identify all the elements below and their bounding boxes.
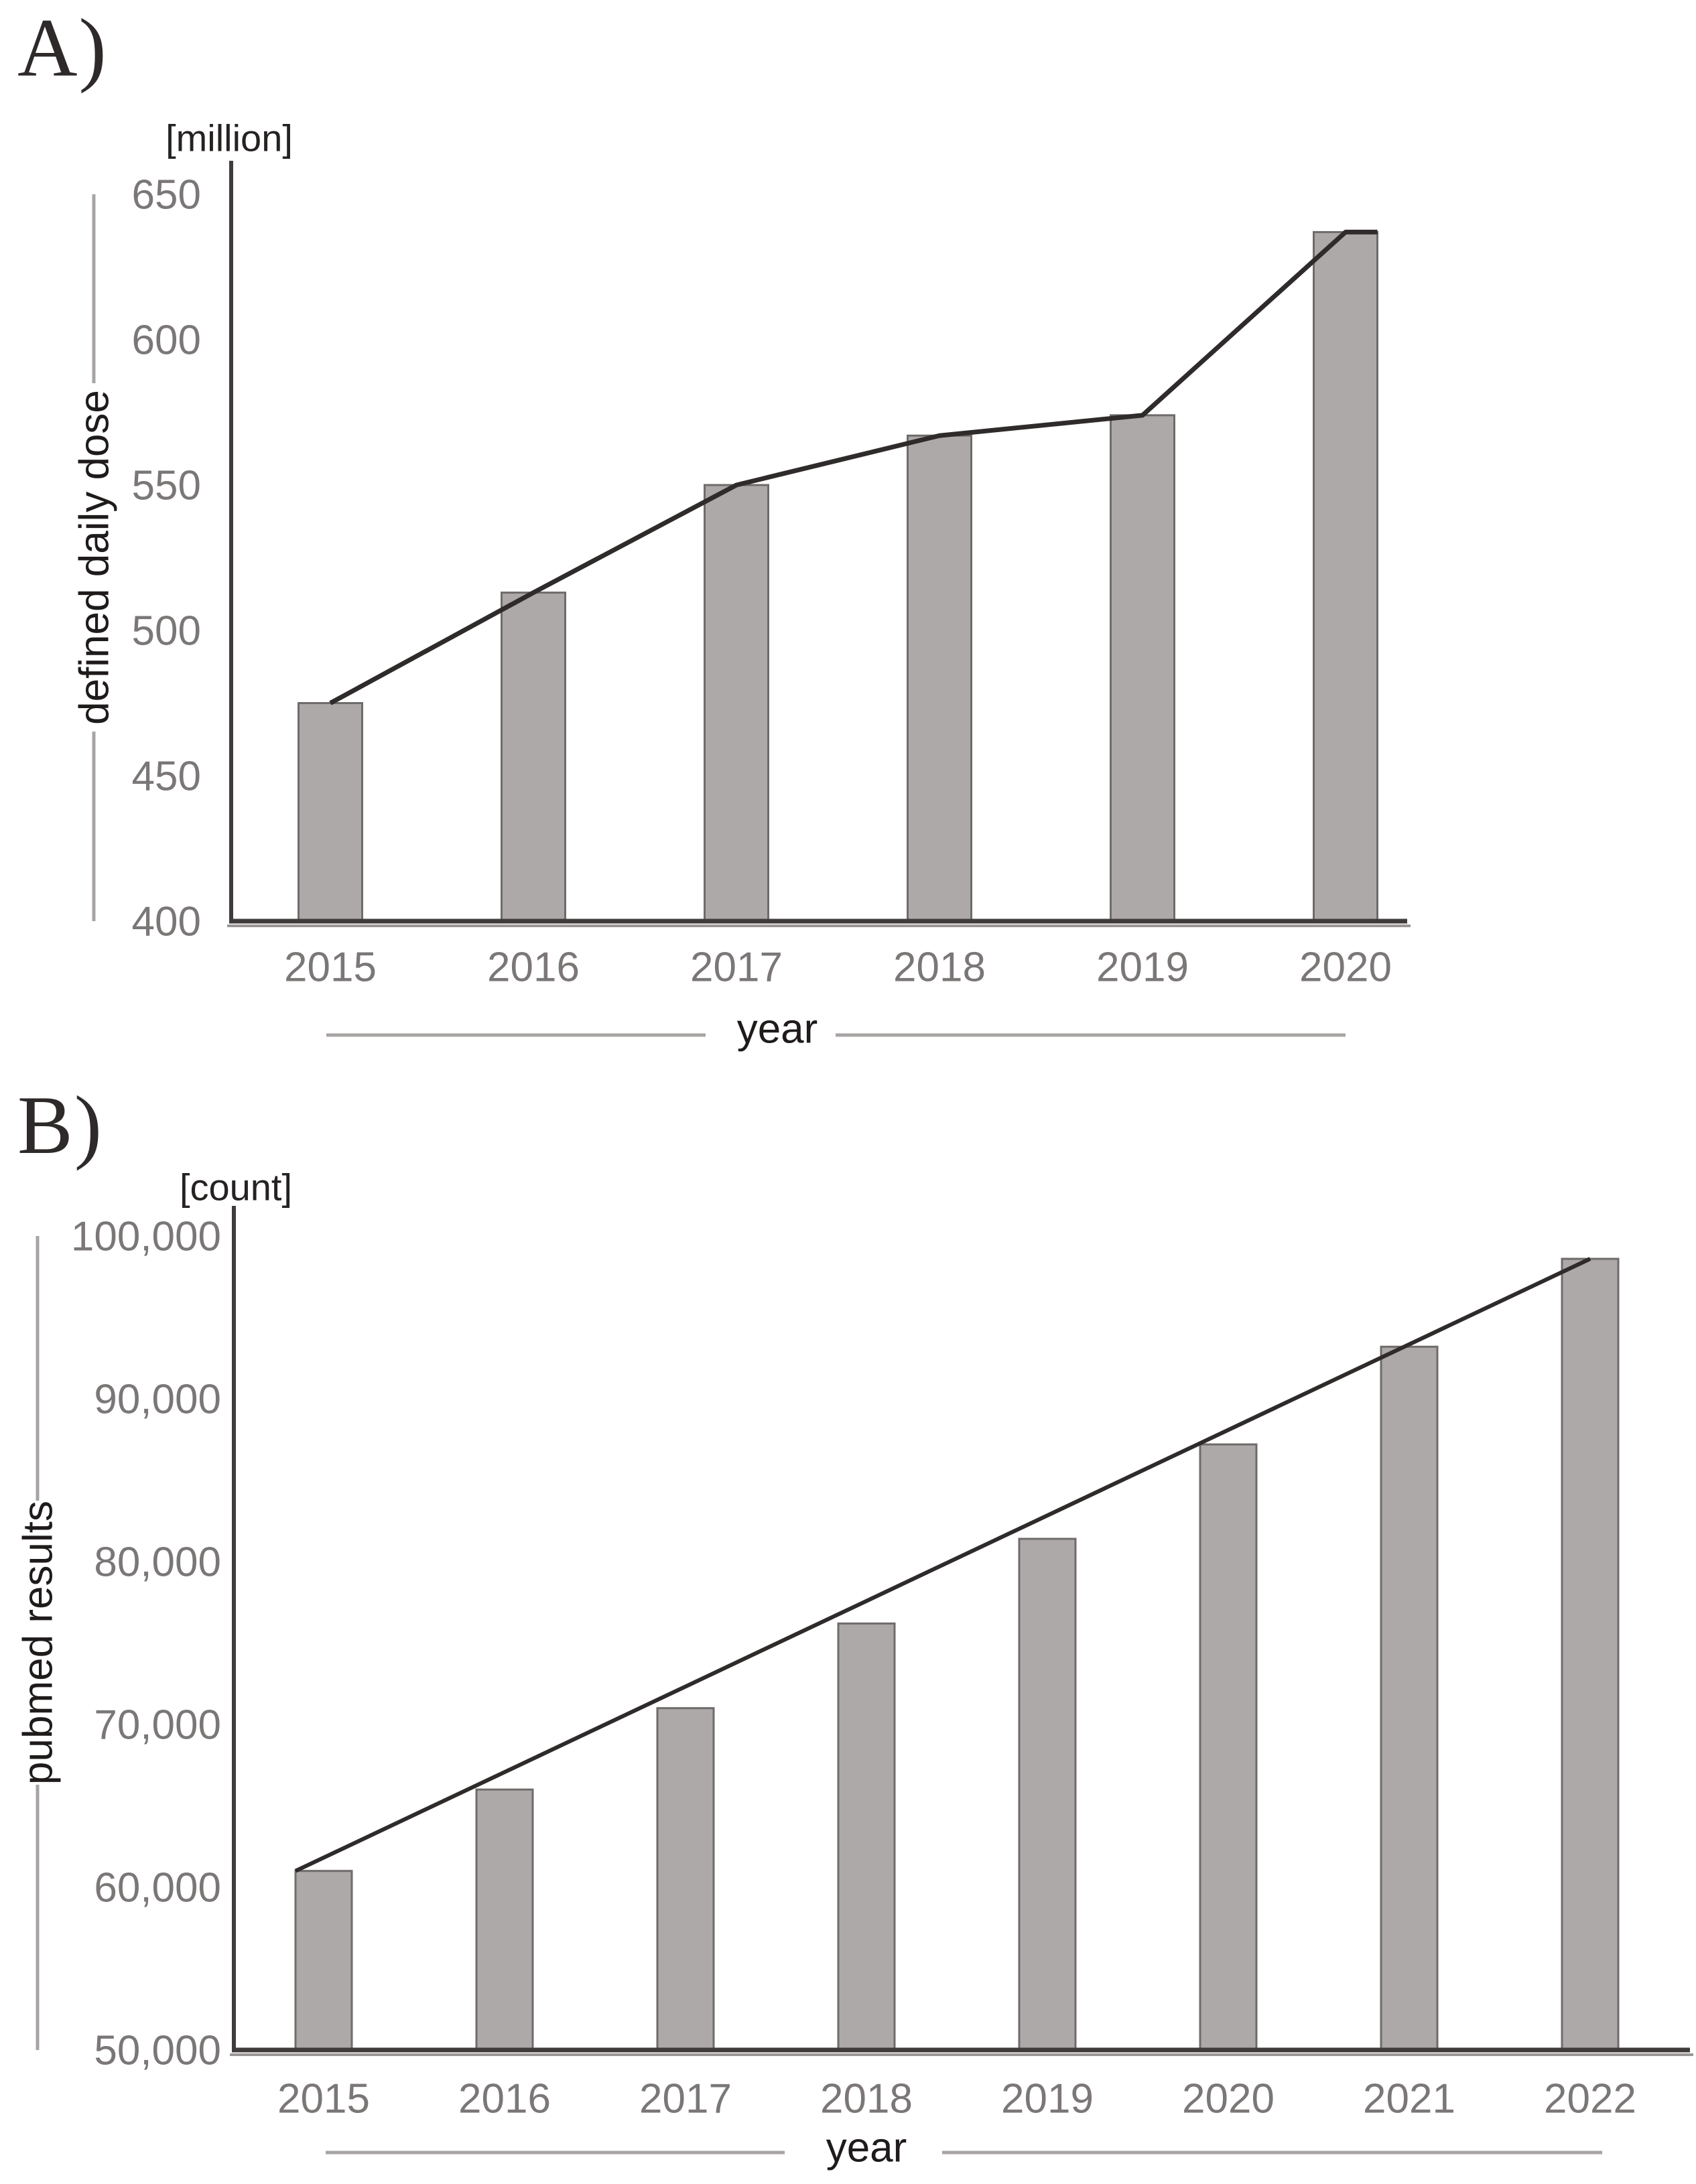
x-tick-label: 2022 xyxy=(1544,2076,1636,2122)
bar-2020 xyxy=(1199,1443,1258,2051)
x-tick-label: 2020 xyxy=(1182,2076,1275,2122)
panel-b-label: B) xyxy=(17,1079,103,1171)
x-tick-label: 2017 xyxy=(639,2076,732,2122)
x-axis-title: year xyxy=(826,2125,907,2171)
x-tick-label: 2016 xyxy=(458,2076,551,2122)
panel-a-chart: 400 450 500 550 600 650 2015 2016 2017 2018 2019 20… xyxy=(72,117,1411,1052)
bar-2018 xyxy=(907,434,972,923)
bar-2017 xyxy=(656,1707,715,2051)
y-axis-unit-label: [count] xyxy=(180,1166,292,1209)
x-tick-label: 2020 xyxy=(1299,945,1392,991)
y-tick-label: 50,000 xyxy=(94,2028,221,2074)
bar-2018 xyxy=(837,1622,896,2051)
y-tick-label: 100,000 xyxy=(71,1214,221,1260)
y-tick-label: 60,000 xyxy=(94,1865,221,1911)
y-tick-label: 400 xyxy=(132,899,201,945)
y-axis-title: pubmed results xyxy=(15,1501,62,1785)
x-tick-label: 2021 xyxy=(1363,2076,1455,2122)
y-tick-label: 450 xyxy=(132,754,201,800)
bar-2020 xyxy=(1313,230,1378,923)
bar-2019 xyxy=(1018,1538,1077,2051)
x-tick-label: 2018 xyxy=(820,2076,913,2122)
y-tick-label: 70,000 xyxy=(94,1702,221,1749)
bar-2016 xyxy=(501,592,566,923)
y-tick-label: 80,000 xyxy=(94,1540,221,1586)
trend-line xyxy=(329,229,1378,705)
y-axis-unit-label: [million] xyxy=(166,117,293,159)
x-tick-label: 2015 xyxy=(284,945,377,991)
x-tick-label: 2019 xyxy=(1096,945,1189,991)
bar-2019 xyxy=(1110,414,1175,923)
x-axis-title: year xyxy=(737,1006,818,1052)
bar-2017 xyxy=(704,484,769,923)
x-tick-label: 2015 xyxy=(277,2076,370,2122)
x-tick-label: 2018 xyxy=(893,945,986,991)
y-axis-title: defined daily dose xyxy=(72,390,118,725)
x-tick-label: 2016 xyxy=(487,945,580,991)
bar-2016 xyxy=(475,1788,534,2051)
bar-2015 xyxy=(298,702,363,923)
y-tick-label: 600 xyxy=(132,318,201,364)
bar-2021 xyxy=(1380,1345,1439,2051)
bar-2022 xyxy=(1561,1257,1620,2051)
y-tick-label: 500 xyxy=(132,608,201,655)
x-tick-label: 2019 xyxy=(1001,2076,1094,2122)
trend-line xyxy=(294,1257,1591,1873)
y-tick-label: 650 xyxy=(132,172,201,218)
y-tick-label: 90,000 xyxy=(94,1377,221,1423)
y-tick-label: 550 xyxy=(132,463,201,509)
panel-b-chart: 50,000 60,000 70,000 80,000 90,000 100,000 201… xyxy=(15,1166,1693,2171)
bar-2015 xyxy=(294,1870,353,2051)
x-tick-label: 2017 xyxy=(690,945,783,991)
panel-a-label: A) xyxy=(17,2,108,94)
